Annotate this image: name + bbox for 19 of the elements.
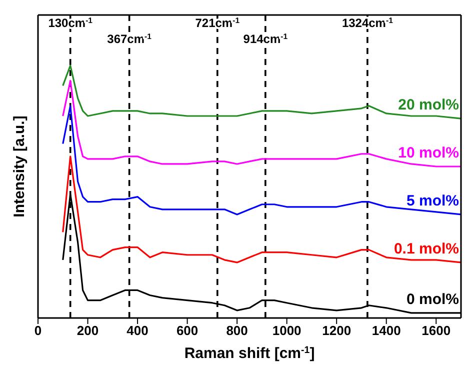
ref-line-label: 1324cm$^{-1}$ (342, 16, 394, 30)
x-tick-label: 1600 (422, 323, 451, 338)
series-label: 0 mol% (406, 290, 459, 308)
ref-line-label: 130cm$^{-1}$ (48, 16, 94, 30)
x-tick-label: 400 (126, 323, 148, 338)
x-axis-title: Raman shift [cm$^{-1}$] (184, 344, 315, 362)
x-tick-label: 1400 (372, 323, 401, 338)
y-axis-title: Intensity [a.u.] (11, 116, 28, 218)
x-tick-label: 1200 (322, 323, 352, 338)
x-tick-label: 200 (76, 323, 99, 338)
ref-line-label: 721cm$^{-1}$ (195, 16, 240, 30)
x-tick-label: 1000 (272, 323, 302, 338)
series-label: 20 mol% (398, 96, 459, 114)
x-tick-label: 0 (34, 323, 42, 338)
series-label: 10 mol% (398, 144, 459, 162)
series-label: 5 mol% (406, 192, 459, 210)
series-label: 0.1 mol% (394, 240, 459, 258)
x-tick-label: 800 (226, 323, 248, 338)
x-tick-label: 600 (176, 323, 198, 338)
